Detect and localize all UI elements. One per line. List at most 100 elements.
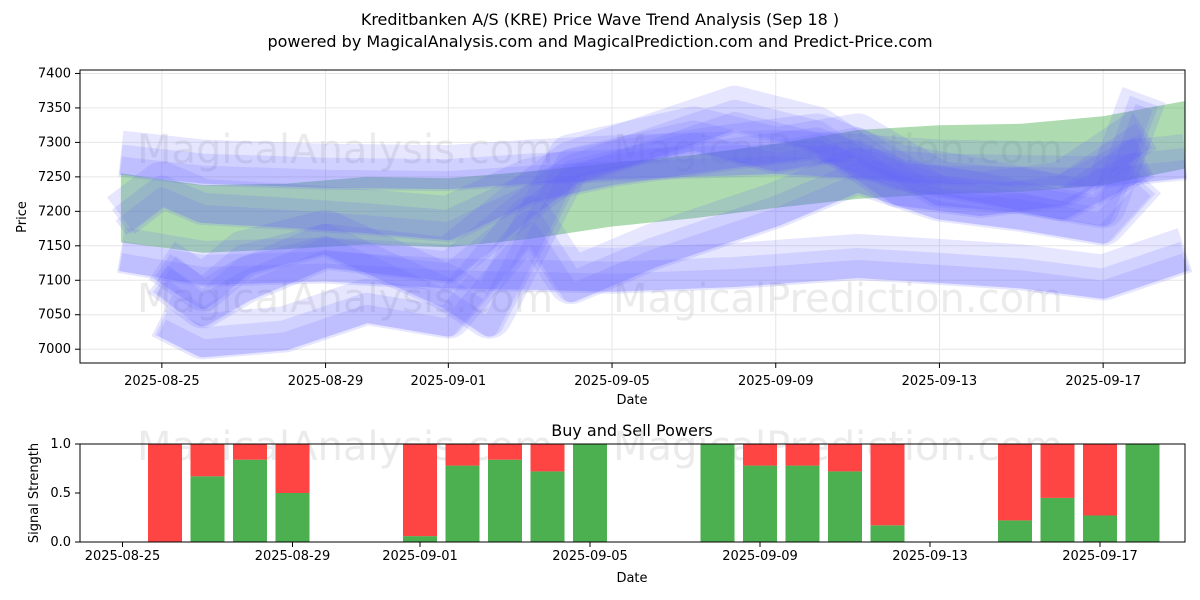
sell-bar [488,444,522,460]
signal-title: Buy and Sell Powers [551,421,713,440]
buy-bar [785,465,820,542]
sell-bar [530,444,565,472]
sell-bar [233,444,267,460]
signal-x-ticks: 2025-08-25 2025-08-29 2025-09-01 2025-09-05… [85,542,1138,564]
wave-band-4-layer-1 [148,85,1157,329]
wave-band-2-layer-2 [118,241,1190,299]
price-y-ticks: 7000 7050 7100 7150 7200 7250 7300 7350 7400 [38,66,80,357]
green-band-area [120,101,1185,253]
price-watermarks: MagicalAnalysis.com MagicalPrediction.co… [137,127,1063,322]
buy-bar [743,465,777,542]
sell-bar [445,444,480,466]
buy-bar [573,444,607,542]
price-x-tick-label: 2025-09-17 [1065,374,1141,389]
price-y-label: Price [15,201,30,233]
price-x-tick-label: 2025-09-09 [738,374,814,389]
wave-band-6-layer-3 [156,103,1153,337]
wave-band-6-layer-1 [149,86,1166,339]
watermark-4: MagicalPrediction.com [613,276,1063,322]
price-y-tick-label: 7350 [38,101,71,116]
buy-bar [700,444,735,542]
price-y-tick-label: 7150 [38,239,71,254]
buy-bar [275,493,310,542]
buy-bar [190,476,225,542]
wave-band-3-layer-3 [115,139,1149,241]
signal-x-label: Date [616,571,647,586]
price-y-tick-label: 7200 [38,204,71,219]
signal-axes: Buy and Sell Powers MagicalAnalysis.com … [27,421,1186,586]
price-x-tick-label: 2025-09-01 [411,374,487,389]
buy-bar [1040,497,1075,542]
signal-x-tick-label: 2025-09-09 [722,549,798,564]
sell-bar [1040,444,1075,498]
wave-band-5-layer-2 [155,161,1156,358]
buy-bar [1125,444,1160,542]
price-y-tick-label: 7300 [38,135,71,150]
wave-band-1-layer-3 [119,155,1186,190]
sell-bar [148,444,182,542]
signal-x-tick-label: 2025-09-01 [382,549,458,564]
buy-bar [530,471,565,542]
buy-bar [870,525,905,542]
watermark-2: MagicalPrediction.com [613,127,1063,173]
wave-band-4-layer-2 [152,99,1153,327]
sell-bar [828,444,862,472]
price-grid [80,70,1185,363]
wave-band-5-layer-1 [151,147,1162,360]
signal-y-tick-label: 0.0 [50,535,71,550]
price-x-label: Date [616,393,647,408]
signal-y-ticks: 0.0 0.5 1.0 [50,437,80,550]
sell-bar [275,444,310,493]
price-x-tick-label: 2025-09-13 [902,374,978,389]
wave-band-1-layer-1 [118,129,1188,192]
sell-bar [870,444,905,526]
signal-x-tick-label: 2025-09-05 [552,549,628,564]
green-trend-band [120,101,1185,253]
sell-bar [190,444,225,477]
signal-x-tick-label: 2025-08-25 [85,549,161,564]
price-axes: MagicalAnalysis.com MagicalPrediction.co… [15,66,1193,408]
wave-band-4-layer-3 [156,111,1150,327]
wave-band-2-layer-1 [117,227,1193,301]
wave-band-3-layer-2 [111,127,1151,241]
price-x-ticks: 2025-08-25 2025-08-29 2025-09-01 2025-09-05… [124,363,1141,389]
buy-bar [1083,515,1117,542]
price-y-tick-label: 7250 [38,170,71,185]
buy-bar [828,471,862,542]
price-axes-frame [79,69,1186,364]
signal-y-tick-label: 1.0 [50,437,71,452]
sell-bar [998,444,1032,521]
buy-bar [488,459,522,542]
blue-wave-bands [107,85,1193,360]
sell-bar [743,444,777,466]
sell-bar [1083,444,1117,516]
watermark-3: MagicalAnalysis.com [137,276,553,322]
price-x-tick-label: 2025-08-29 [288,374,364,389]
signal-bars [148,444,1160,542]
signal-y-tick-label: 0.5 [50,486,71,501]
watermark-1: MagicalAnalysis.com [137,127,553,173]
buy-bar [233,459,267,542]
price-x-tick-label: 2025-08-25 [124,374,200,389]
wave-band-5-layer-3 [157,173,1151,358]
sell-bar [785,444,820,466]
signal-y-label: Signal Strength [27,443,42,543]
signal-x-tick-label: 2025-08-29 [255,549,331,564]
price-y-tick-label: 7050 [38,308,71,323]
wave-band-2-layer-3 [119,253,1188,299]
buy-bar [998,520,1032,542]
price-y-tick-label: 7000 [38,342,71,357]
price-x-tick-label: 2025-09-05 [574,374,650,389]
price-y-tick-label: 7400 [38,66,71,81]
signal-x-tick-label: 2025-09-13 [892,549,968,564]
wave-band-1-layer-2 [119,143,1187,190]
chart-title: Kreditbanken A/S (KRE) Price Wave Trend … [361,10,839,29]
price-y-tick-label: 7100 [38,273,71,288]
signal-watermarks: MagicalAnalysis.com MagicalPrediction.co… [137,424,1063,470]
sell-bar [403,444,437,537]
chart-subtitle: powered by MagicalAnalysis.com and Magic… [267,32,932,51]
buy-bar [445,465,480,542]
buy-bar [403,536,437,542]
wave-band-6-layer-2 [153,95,1159,337]
